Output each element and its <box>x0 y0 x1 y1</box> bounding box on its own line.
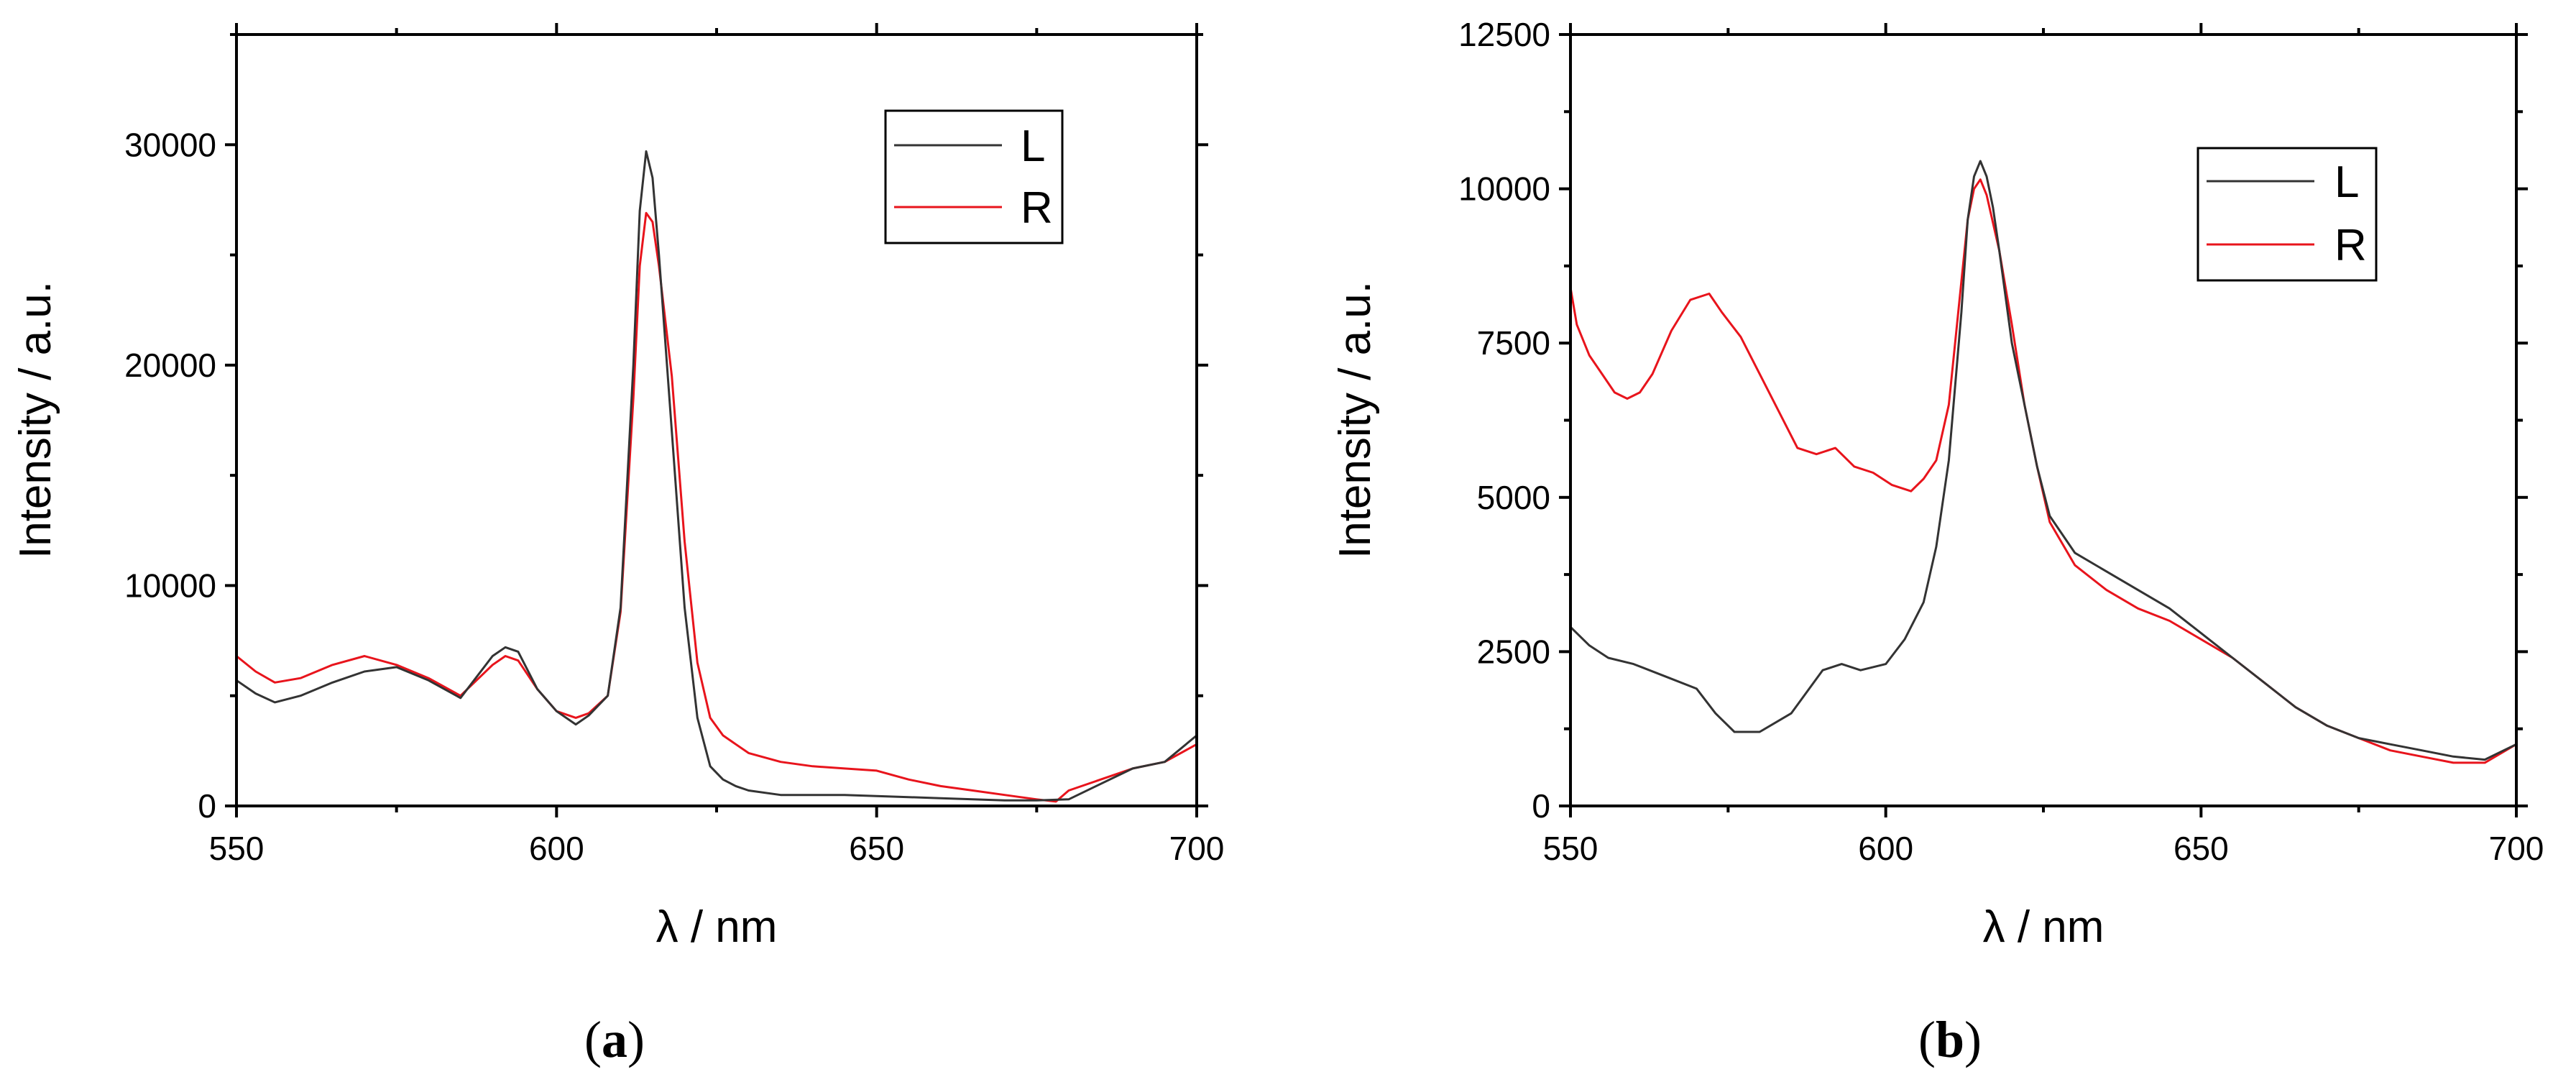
y-tick-label: 5000 <box>1477 479 1550 516</box>
chart-b-tick-labels: 550 600 650 700 0 2500 5000 7500 10000 12500 <box>1458 16 2544 867</box>
chart-a-curves <box>236 150 1197 803</box>
y-tick-label: 0 <box>198 787 216 825</box>
y-tick-label: 12500 <box>1458 16 1550 53</box>
y-tick-label: 7500 <box>1477 324 1550 362</box>
x-tick-label: 700 <box>2489 830 2544 867</box>
chart-b-legend-box <box>2196 147 2378 282</box>
y-tick-label: 20000 <box>124 347 216 384</box>
chart-b-legend: L R <box>2196 147 2378 282</box>
x-tick-label: 650 <box>2174 830 2229 867</box>
chart-b-ticks <box>1559 23 2528 817</box>
y-tick-label: 10000 <box>124 567 216 604</box>
x-tick-label: 600 <box>529 830 584 867</box>
chart-a-y-axis-title: Intensity / a.u. <box>11 281 60 559</box>
y-tick-label: 30000 <box>124 126 216 163</box>
x-tick-label: 600 <box>1858 830 1913 867</box>
chart-a-ticks <box>225 23 1208 817</box>
series-line-l <box>236 150 1197 802</box>
y-tick-label: 10000 <box>1458 170 1550 208</box>
chart-a-legend-box <box>884 109 1064 244</box>
chart-a-legend-label-r: R <box>1021 183 1053 233</box>
series-line-r <box>236 211 1197 803</box>
chart-a-legend-label-l: L <box>1021 122 1045 171</box>
x-tick-label: 700 <box>1169 830 1225 867</box>
chart-b-legend-label-l: L <box>2334 157 2359 207</box>
chart-a-x-axis-title: λ / nm <box>656 902 778 952</box>
y-tick-label: 0 <box>1532 787 1550 825</box>
chart-a-tick-labels: 550 600 650 700 0 10000 20000 30000 <box>124 126 1224 867</box>
chart-b-panel-label: (b) <box>1918 1011 1982 1068</box>
chart-a-panel-label: (a) <box>584 1011 645 1068</box>
chart-b-panel-letter: b <box>1936 1011 1964 1068</box>
chart-a-panel-letter: a <box>602 1011 627 1068</box>
x-tick-label: 550 <box>1543 830 1598 867</box>
chart-a-legend: L R <box>884 109 1064 244</box>
chart-b-legend-label-r: R <box>2334 221 2367 270</box>
chart-b-x-axis-title: λ / nm <box>1983 902 2104 952</box>
y-tick-label: 2500 <box>1477 633 1550 670</box>
chart-b-y-axis-title: Intensity / a.u. <box>1330 281 1380 559</box>
series-line-l <box>1569 160 2517 761</box>
chart-b-curves <box>1569 160 2517 764</box>
x-tick-label: 550 <box>209 830 264 867</box>
x-tick-label: 650 <box>849 830 904 867</box>
